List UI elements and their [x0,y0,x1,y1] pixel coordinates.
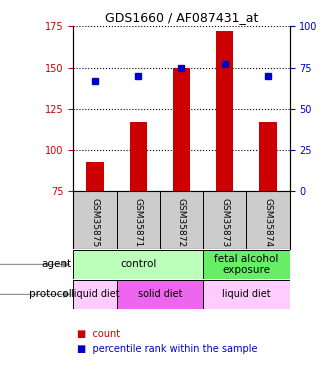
Text: GSM35871: GSM35871 [134,198,143,248]
Bar [86,162,104,191]
Text: protocol: protocol [29,290,72,299]
Bar [73,250,203,279]
Text: GSM35873: GSM35873 [220,198,229,248]
Text: GSM35875: GSM35875 [90,198,100,248]
Bar [173,68,190,191]
Bar [259,122,277,191]
Bar [73,280,117,309]
Text: agent: agent [42,260,72,269]
Text: control: control [120,260,157,269]
Bar [216,31,233,191]
Bar [130,122,147,191]
Bar [203,250,290,279]
Text: liquid diet: liquid diet [71,290,119,299]
Text: solid diet: solid diet [138,290,182,299]
Text: liquid diet: liquid diet [222,290,271,299]
Bar [203,280,290,309]
Text: ■  count: ■ count [77,329,120,339]
Text: fetal alcohol
exposure: fetal alcohol exposure [214,254,279,275]
Title: GDS1660 / AF087431_at: GDS1660 / AF087431_at [105,11,258,24]
Bar [117,280,203,309]
Text: GSM35874: GSM35874 [263,198,273,248]
Text: ■  percentile rank within the sample: ■ percentile rank within the sample [77,344,257,354]
Text: GSM35872: GSM35872 [177,198,186,248]
